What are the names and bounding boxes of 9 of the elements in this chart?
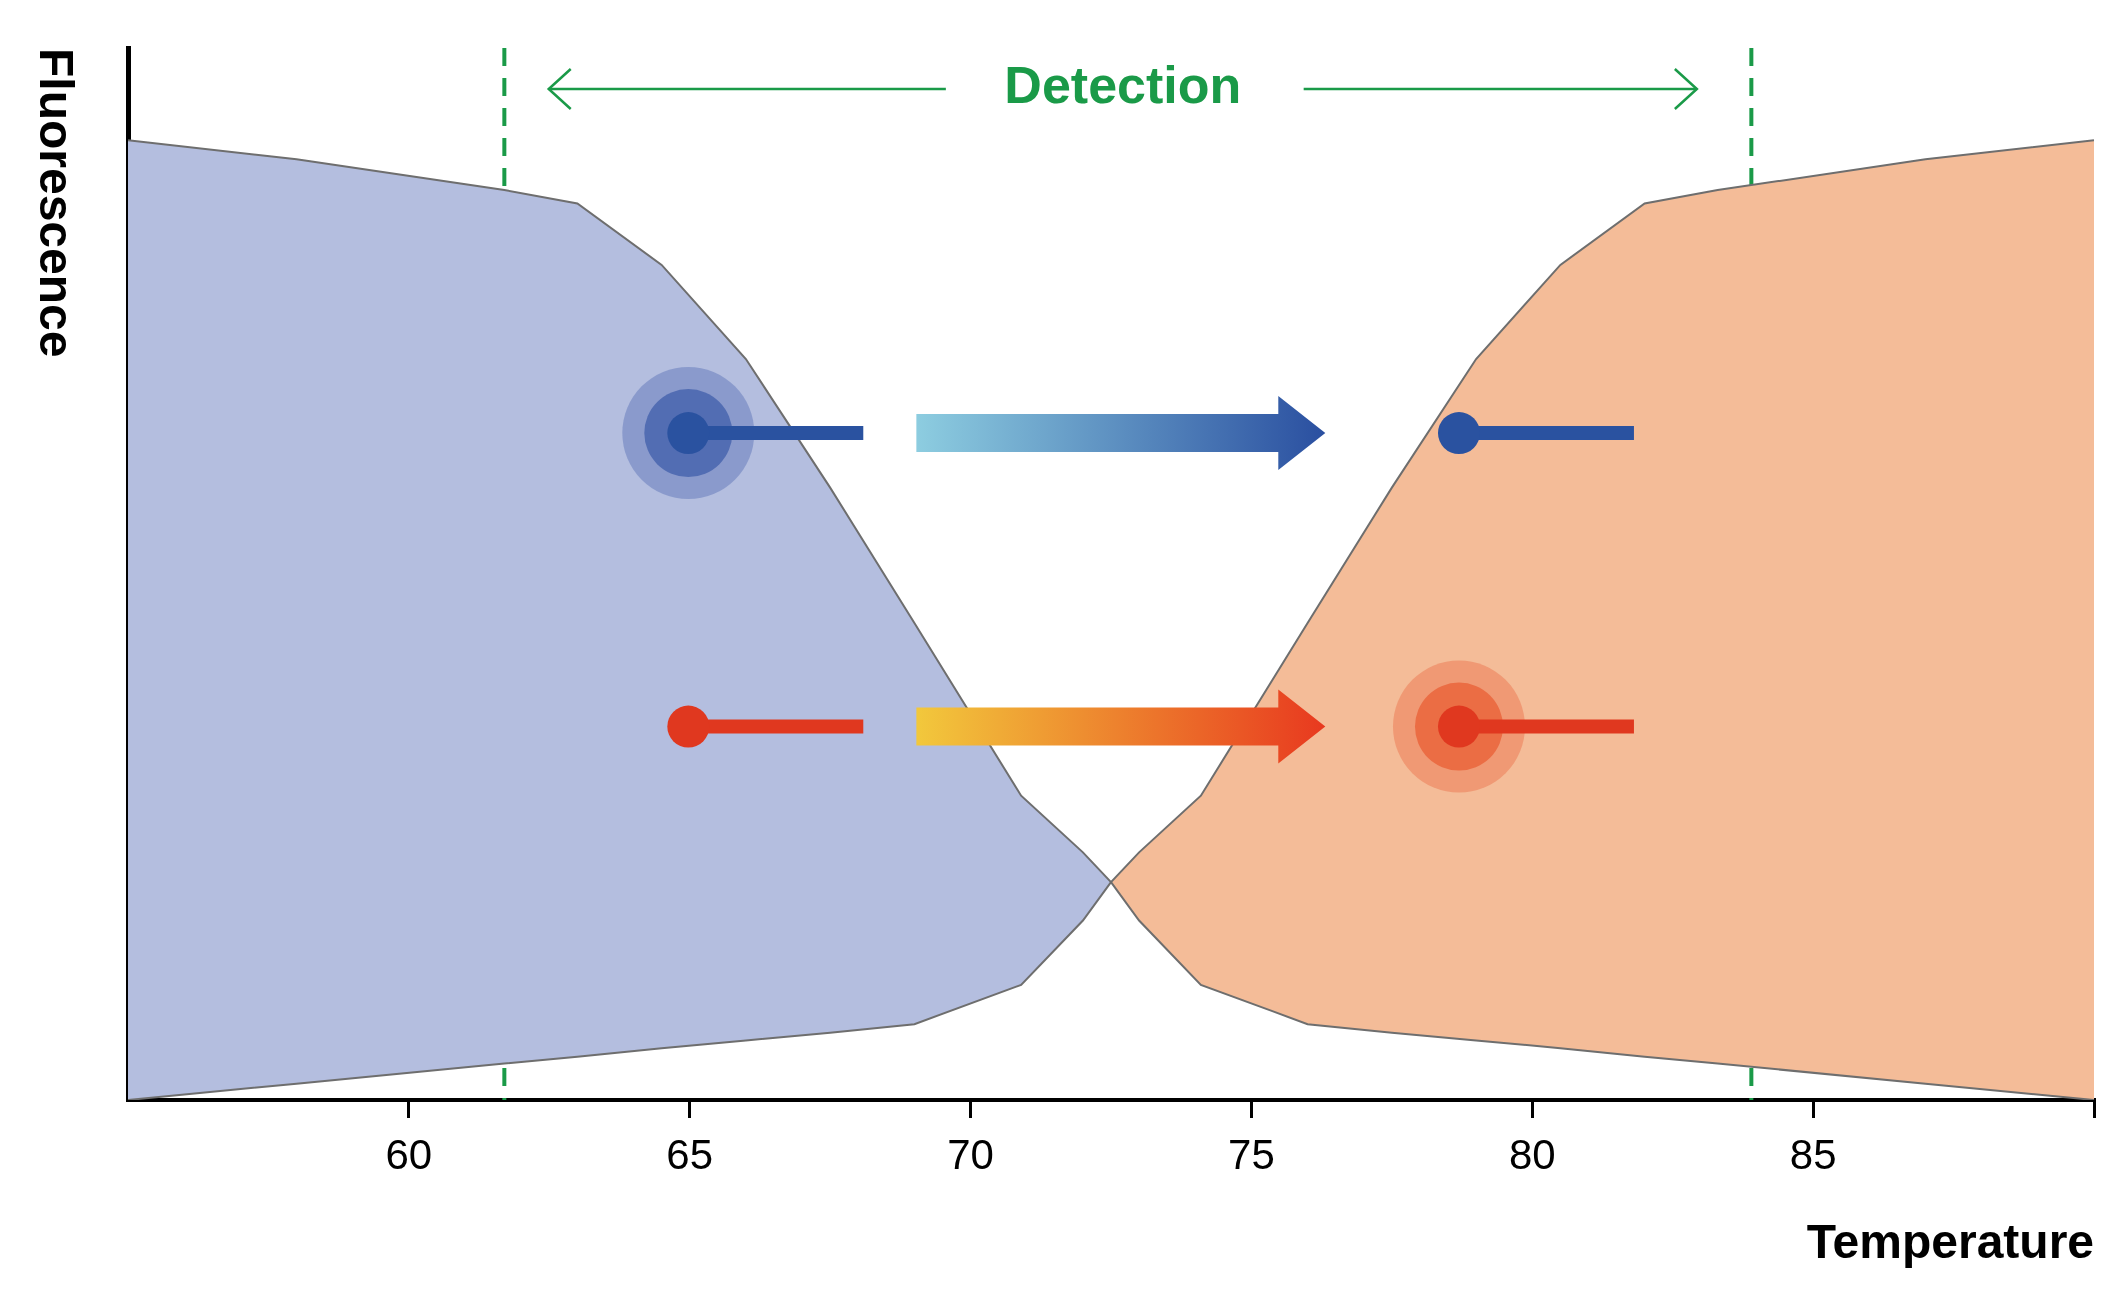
y-axis-title: Fluorescence [29,48,83,358]
x-axis-title: Temperature [1806,1215,2094,1269]
x-tick-label: 70 [947,1130,994,1178]
x-tick-label: 60 [385,1130,433,1178]
x-tick-label: 65 [666,1130,714,1178]
text: Detection [1004,56,1242,115]
x-tick-label: 75 [1228,1130,1275,1178]
x-tick-label: 80 [1508,1130,1556,1178]
x-tick-label: 85 [1789,1130,1837,1178]
